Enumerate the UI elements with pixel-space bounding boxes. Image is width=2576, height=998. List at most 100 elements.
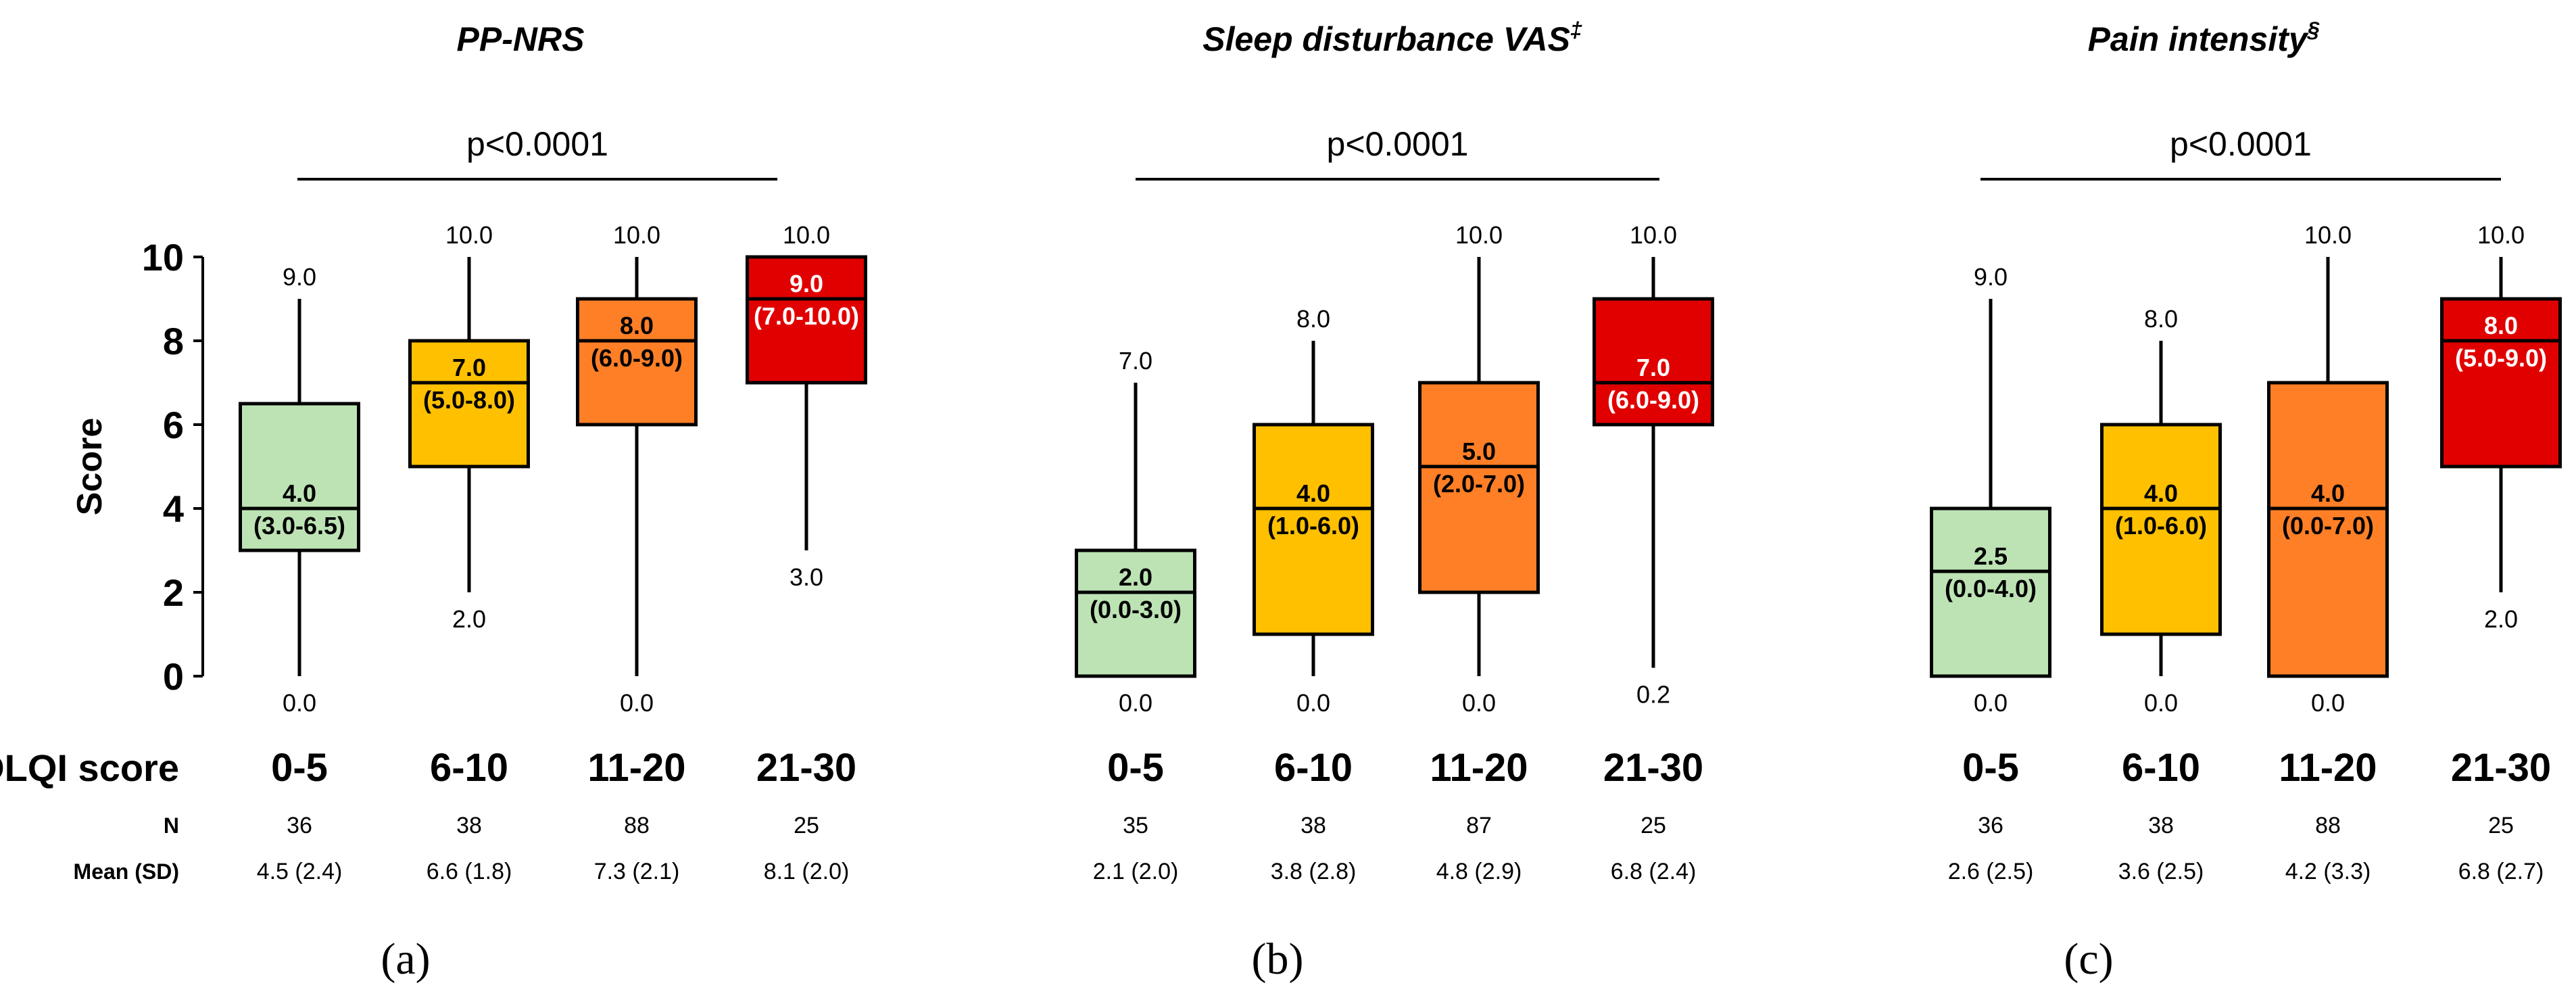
row-header-n: N [164,813,179,838]
panel-title-footnote-mark: § [2307,18,2320,42]
iqr-label: (1.0-6.0) [1267,512,1359,540]
y-tick-label: 4 [163,488,184,530]
max-label: 7.0 [1119,347,1152,375]
median-label: 4.0 [2144,479,2178,507]
median-label: 5.0 [1462,437,1496,465]
median-label: 7.0 [1636,354,1670,381]
iqr-label: (6.0-9.0) [591,344,683,372]
min-label: 0.0 [2311,689,2345,717]
p-value-label: p<0.0001 [2170,125,2312,163]
min-label: 2.0 [452,605,486,633]
mean-sd-value: 6.8 (2.7) [2458,859,2544,884]
row-headers: DLQI score N Mean (SD) [0,746,179,884]
median-label: 9.0 [789,270,823,298]
iqr-box [1418,381,1540,594]
max-label: 10.0 [2477,221,2525,249]
x-category-label: 0-5 [271,746,328,790]
panel-1: PP-NRS p<0.0001 0 2 4 6 8 10 Score 9.0 0.0 4.0 (3.0-… [70,20,867,984]
iqr-label: (5.0-8.0) [423,386,515,414]
max-label: 10.0 [1630,221,1677,249]
y-tick-label: 2 [163,571,184,614]
y-tick-label: 10 [142,236,184,279]
box-6-10: 8.0 0.0 4.0 (1.0-6.0) [2100,305,2222,717]
panel-letter: (c) [2064,934,2113,984]
n-value: 38 [2148,813,2174,838]
min-label: 0.0 [1296,689,1330,717]
y-axis: 0 2 4 6 8 10 Score [70,236,204,698]
panel-title: PP-NRS [457,20,585,58]
iqr-box [746,255,867,385]
iqr-label: (2.0-7.0) [1433,470,1525,498]
median-label: 4.0 [1296,479,1330,507]
x-category-label: 6-10 [430,746,508,790]
max-label: 9.0 [283,263,316,291]
iqr-label: (0.0-7.0) [2282,512,2374,540]
median-label: 2.0 [1119,563,1152,591]
median-label: 4.0 [2311,479,2345,507]
median-label: 7.0 [452,354,486,381]
iqr-label: (3.0-6.5) [253,512,345,540]
y-tick-label: 0 [163,655,184,698]
median-label: 8.0 [2484,312,2518,339]
mean-sd-value: 3.6 (2.5) [2118,859,2204,884]
n-value: 88 [624,813,650,838]
panel-title-footnote-mark: ‡ [1570,18,1582,42]
panel-title: Pain intensity§ [2088,18,2320,58]
x-category-label: 21-30 [2451,746,2551,790]
box-11-20: 10.0 0.0 5.0 (2.0-7.0) [1418,221,1540,717]
n-value: 87 [1466,813,1492,838]
box-6-10: 8.0 0.0 4.0 (1.0-6.0) [1253,305,1374,717]
mean-sd-value: 4.8 (2.9) [1436,859,1522,884]
iqr-box [1075,548,1196,678]
mean-sd-value: 6.6 (1.8) [427,859,512,884]
n-value: 36 [1978,813,2003,838]
x-category-label: 0-5 [1107,746,1164,790]
mean-sd-value: 6.8 (2.4) [1611,859,1697,884]
median-label: 2.5 [1974,542,2008,570]
x-category-label: 21-30 [1603,746,1703,790]
max-label: 10.0 [613,221,660,249]
iqr-box [2267,381,2389,678]
min-label: 0.0 [1119,689,1152,717]
box-21-30: 10.0 0.2 7.0 (6.0-9.0) [1593,221,1714,709]
mean-sd-value: 2.6 (2.5) [1948,859,2034,884]
x-category-label: 0-5 [1962,746,2019,790]
panel-title-text: PP-NRS [457,20,585,58]
x-category-label: 6-10 [2122,746,2200,790]
p-value-label: p<0.0001 [466,125,608,163]
mean-sd-value: 2.1 (2.0) [1093,859,1179,884]
min-label: 0.2 [1636,681,1670,709]
x-category-label: 21-30 [756,746,856,790]
panel-title-text: Pain intensity [2088,20,2309,58]
max-label: 10.0 [445,221,493,249]
iqr-box [239,402,360,552]
box-6-10: 10.0 2.0 7.0 (5.0-8.0) [408,221,530,633]
max-label: 10.0 [1455,221,1503,249]
iqr-label: (5.0-9.0) [2455,344,2547,372]
min-label: 2.0 [2484,605,2518,633]
x-category-label: 11-20 [2279,746,2377,790]
iqr-label: (0.0-3.0) [1090,596,1182,623]
x-category-label: 11-20 [587,746,685,790]
x-category-label: 11-20 [1430,746,1528,790]
min-label: 0.0 [2144,689,2178,717]
iqr-box [1593,297,1714,427]
n-value: 38 [456,813,482,838]
panel-3: Pain intensity§ p<0.0001 9.0 0.0 2.5 (0.0-4.0… [1930,18,2562,984]
box-21-30: 10.0 2.0 8.0 (5.0-9.0) [2440,221,2562,633]
min-label: 0.0 [1462,689,1496,717]
panel-title-text: Sleep disturbance VAS [1202,20,1570,58]
n-value: 36 [287,813,312,838]
iqr-box [1253,423,1374,636]
iqr-label: (7.0-10.0) [754,302,859,330]
median-label: 4.0 [283,479,316,507]
min-label: 0.0 [1974,689,2008,717]
mean-sd-value: 4.2 (3.3) [2285,859,2371,884]
n-value: 88 [2315,813,2341,838]
max-label: 10.0 [783,221,830,249]
iqr-box [2100,423,2222,636]
n-value: 38 [1301,813,1326,838]
n-value: 25 [794,813,819,838]
mean-sd-value: 7.3 (2.1) [594,859,680,884]
n-value: 25 [1641,813,1666,838]
